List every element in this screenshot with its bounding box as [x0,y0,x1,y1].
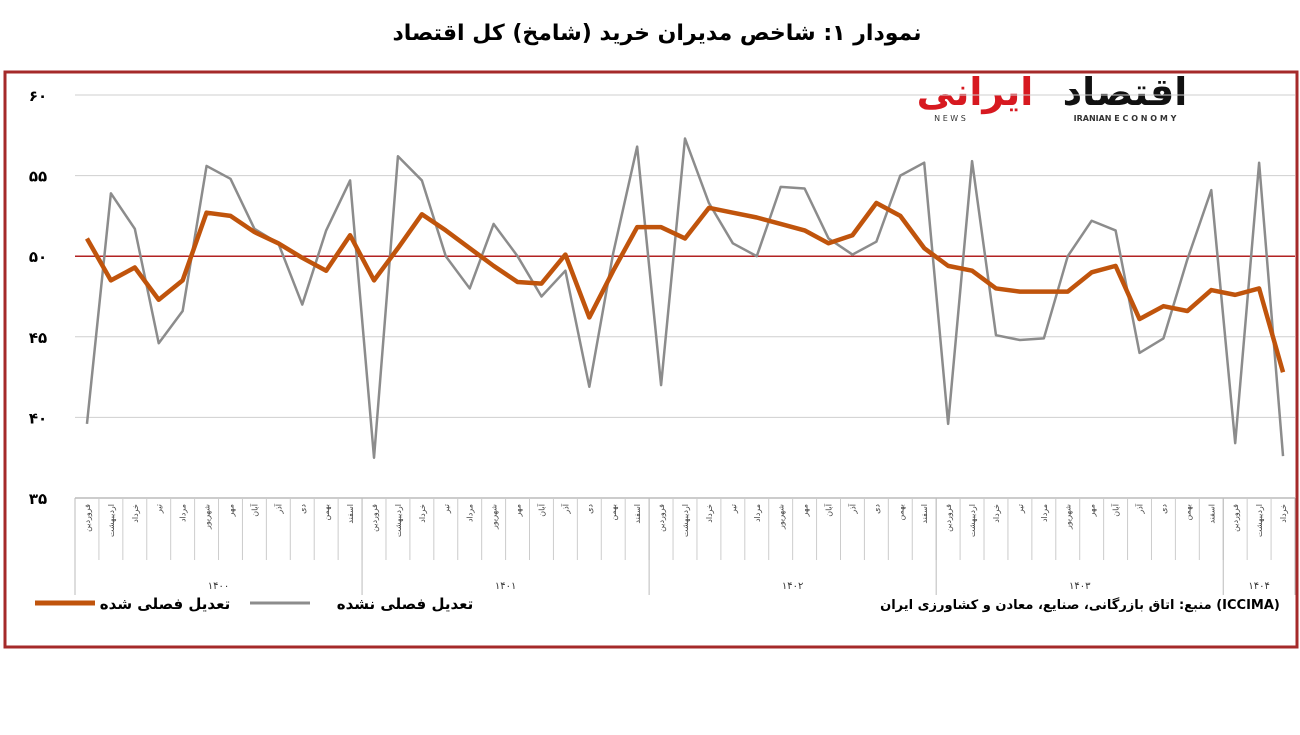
x-tick-label: فروردین [83,504,92,532]
x-tick-label: شهریور [490,504,499,530]
x-tick-label: شهریور [777,504,786,530]
x-tick-label: بهمن [322,504,331,521]
x-tick-label: خرداد [1279,504,1288,523]
x-tick-label: خرداد [705,504,714,523]
x-tick-label: آذر [273,503,283,514]
y-tick-label: ۳۵ [29,490,47,508]
x-tick-label: دی [1159,504,1168,514]
x-tick-label: بهمن [1183,504,1192,521]
legend-label: تعدیل فصلی شده [100,595,230,613]
x-tick-label: دی [298,504,307,514]
y-tick-label: ۵۵ [29,168,47,186]
x-tick-label: فروردین [944,504,953,532]
x-tick-label: بهمن [609,504,618,521]
x-tick-label: دی [872,504,881,514]
x-tick-label: خرداد [418,504,427,523]
year-label: ۱۴۰۳ [1069,581,1091,592]
y-tick-label: ۴۰ [29,409,47,427]
x-tick-label: مهر [226,504,235,517]
x-tick-label: آبان [536,503,546,517]
x-tick-label: تیر [155,504,164,514]
legend-label: تعدیل فصلی نشده [337,595,474,613]
x-tick-label: بهمن [896,504,905,521]
logo-word: اقتصاد [1063,70,1188,114]
series-line [85,137,1285,459]
x-tick-label: شهریور [203,504,212,530]
x-tick-label: مرداد [179,504,188,522]
x-tick-label: فروردین [657,504,666,532]
series-line [85,200,1286,373]
x-tick-label: تیر [729,504,738,514]
x-tick-label: آذر [1135,503,1145,514]
y-tick-label: ۶۰ [29,87,47,105]
x-tick-label: خرداد [131,504,140,523]
x-tick-label: فروردین [1231,504,1240,532]
x-tick-label: فروردین [370,504,379,532]
x-tick-label: خرداد [992,504,1001,523]
logo-word: ایرانی [917,70,1034,114]
x-tick-label: اردیبهشت [1255,504,1264,537]
chart-title: نمودار ۱: شاخص مدیران خرید (شامخ) کل اقت… [392,21,921,46]
y-tick-label: ۴۵ [29,329,47,347]
x-tick-label: آبان [824,503,834,517]
x-tick-label: دی [585,504,594,514]
x-tick-label: اردیبهشت [394,504,403,537]
x-tick-label: اردیبهشت [107,504,116,537]
x-tick-label: آبان [249,503,259,517]
logo-tagline: IRANIAN E C O N O M Y [1074,114,1177,123]
x-tick-label: اسفند [346,504,355,524]
y-tick-label: ۵۰ [29,248,47,266]
frame [3,70,1299,649]
x-tick-label: اردیبهشت [968,504,977,537]
x-tick-label: تیر [1016,504,1025,514]
x-tick-label: آذر [560,503,570,514]
year-label: ۱۴۰۱ [495,581,516,592]
logo-news: N E W S [934,114,966,123]
x-tick-label: آبان [1111,503,1121,517]
x-tick-label: مهر [514,504,523,517]
x-tick-label: مرداد [753,504,762,522]
year-label: ۱۴۰۲ [782,581,803,592]
x-tick-label: شهریور [1064,504,1073,530]
x-tick-label: اسفند [633,504,642,524]
x-tick-label: اسفند [920,504,929,524]
x-tick-label: مهر [1088,504,1097,517]
x-tick-label: مرداد [466,504,475,522]
x-tick-label: اسفند [1207,504,1216,524]
year-label: ۱۴۰۰ [208,581,229,592]
x-tick-label: مهر [801,504,810,517]
x-tick-label: آذر [847,503,857,514]
source-note: منبع: اتاق بازرگانی، صنایع، معادن و کشاو… [880,597,1280,613]
x-tick-label: مرداد [1040,504,1049,522]
x-tick-label: تیر [442,504,451,514]
x-tick-label: اردیبهشت [681,504,690,537]
year-label: ۱۴۰۴ [1248,581,1269,592]
